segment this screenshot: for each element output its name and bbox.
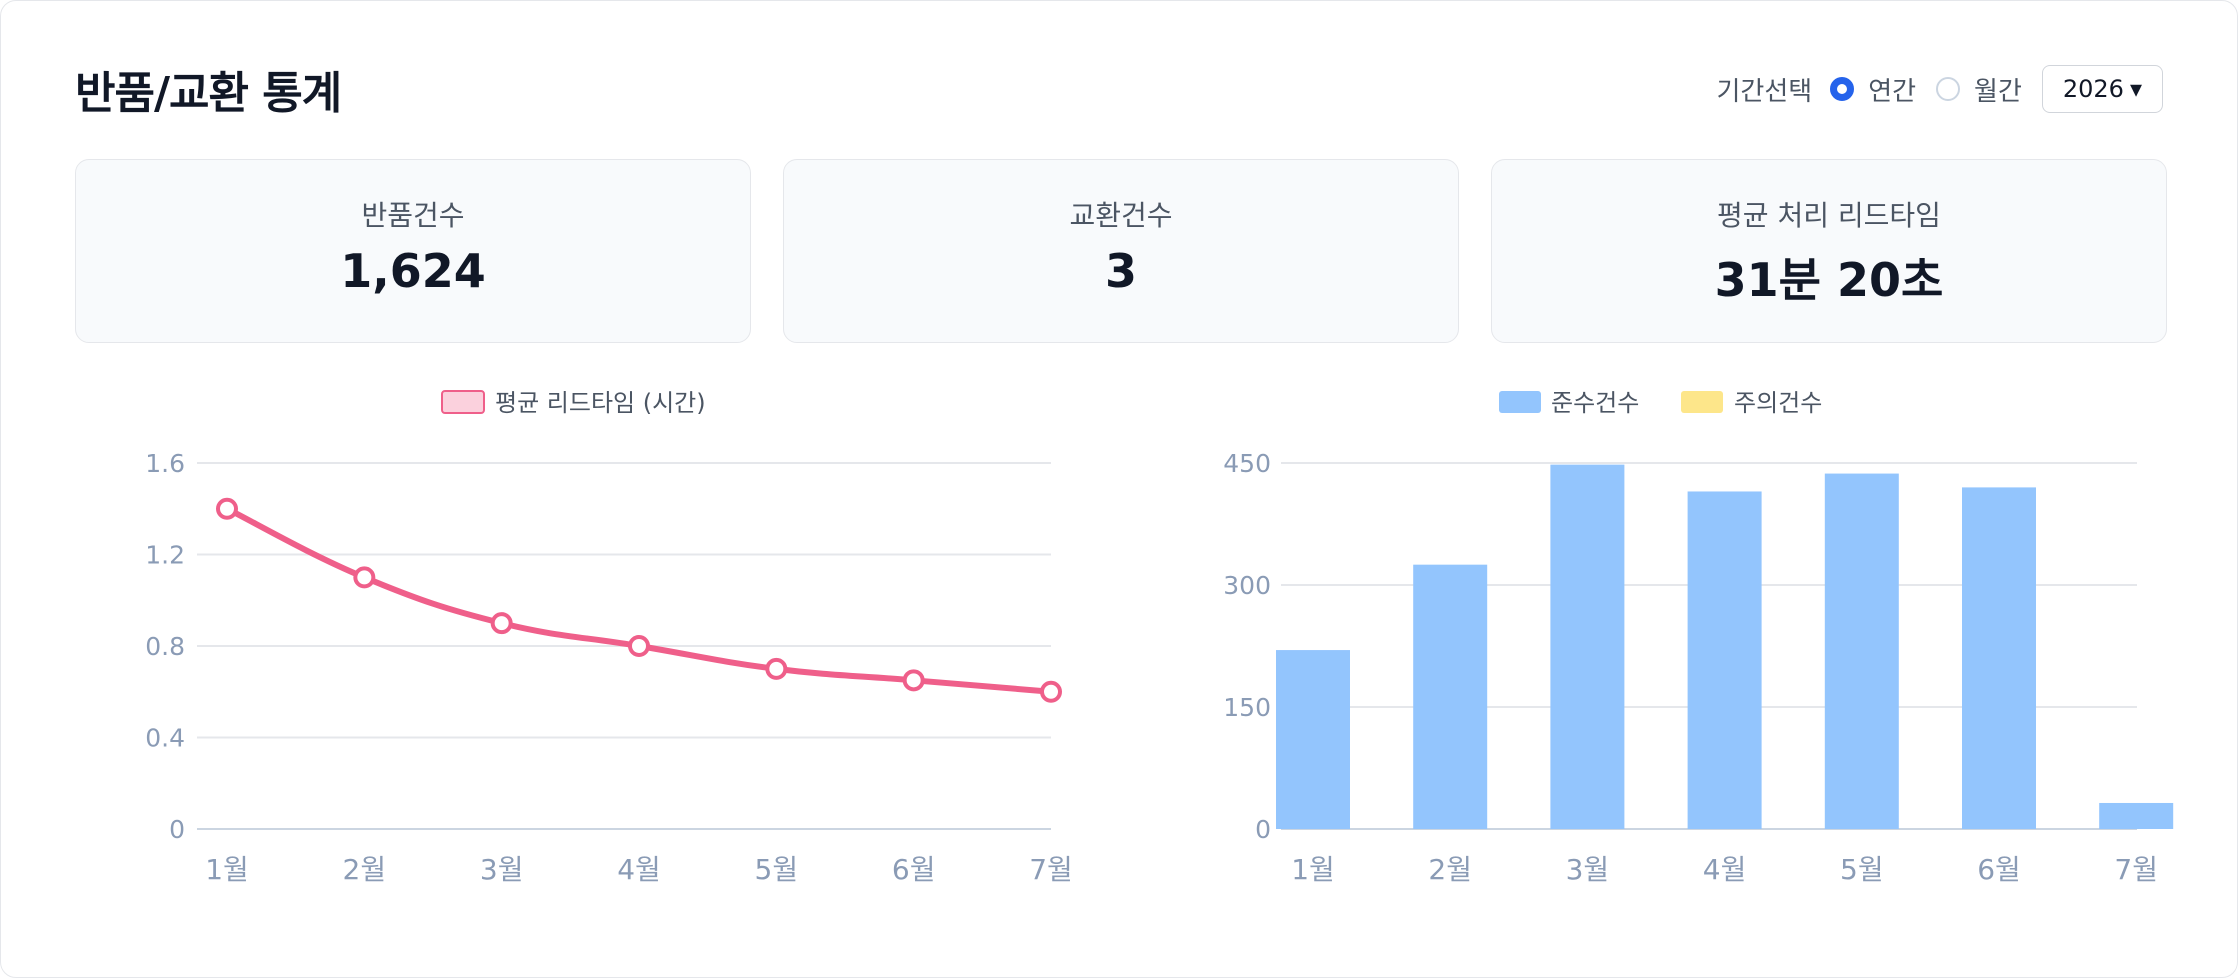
- y-tick-label: 300: [1223, 571, 1271, 600]
- x-tick-label: 5월: [1840, 853, 1884, 886]
- exchange-count-card: 교환건수 3: [783, 159, 1459, 343]
- exchange-count-label: 교환건수: [1069, 199, 1173, 232]
- x-tick-label: 6월: [892, 853, 936, 886]
- x-tick-label: 1월: [1291, 853, 1335, 886]
- line-legend: 평균 리드타임 (시간): [441, 389, 706, 417]
- legend-swatch-caution: [1681, 391, 1723, 413]
- compliance-bar-chart: 준수건수 주의건수 0 150 300 450 1월 2월 3월 4월 5월 6월 7월: [1223, 389, 2174, 886]
- period-option-yearly-label: 연간: [1868, 76, 1917, 107]
- legend-label-lead-time: 평균 리드타임 (시간): [495, 389, 706, 417]
- compliant-bar: [1413, 564, 1488, 829]
- period-label: 기간선택: [1716, 76, 1813, 107]
- y-tick-label: 1.2: [145, 541, 185, 570]
- y-tick-label: 150: [1223, 693, 1271, 722]
- lead-time-value: 31분 20초: [1714, 253, 1944, 307]
- x-tick-label: 3월: [480, 853, 524, 886]
- lead-time-point: [628, 635, 650, 657]
- return-count-label: 반품건수: [361, 199, 465, 232]
- legend-label-compliant: 준수건수: [1551, 389, 1639, 417]
- y-tick-label: 0: [169, 815, 185, 844]
- y-tick-label: 1.6: [145, 449, 185, 478]
- lead-time-label: 평균 처리 리드타임: [1717, 199, 1941, 232]
- legend-swatch-lead-time: [441, 390, 485, 414]
- lead-time-point: [765, 657, 788, 680]
- lead-time-point: [353, 566, 376, 589]
- compliant-bar: [1550, 464, 1625, 829]
- period-option-monthly[interactable]: 월간: [1936, 71, 2022, 108]
- return-count-value: 1,624: [340, 244, 486, 298]
- x-tick-label: 7월: [2114, 853, 2158, 886]
- lead-time-point: [216, 497, 238, 520]
- compliant-bar: [1824, 473, 1899, 829]
- x-tick-label: 7월: [1029, 853, 1073, 886]
- compliant-bar: [1276, 650, 1350, 829]
- x-tick-label: 1월: [205, 853, 249, 886]
- lead-time-line-chart: 평균 리드타임 (시간) 0 0.4 0.8 1.2 1.6 1월 2월 3월 4월 5월 6월 7월: [145, 389, 1073, 886]
- bar-legend: 준수건수 주의건수: [1499, 389, 1822, 417]
- lead-time-point: [490, 612, 513, 635]
- x-tick-label: 4월: [1703, 853, 1747, 886]
- legend-swatch-compliant: [1499, 391, 1541, 413]
- lead-time-card: 평균 처리 리드타임 31분 20초: [1491, 159, 2167, 343]
- compliant-bar: [2099, 802, 2174, 829]
- period-option-monthly-label: 월간: [1974, 76, 2022, 107]
- x-tick-label: 6월: [1977, 853, 2021, 886]
- year-select[interactable]: 2026 ▾: [2041, 65, 2163, 113]
- x-tick-label: 3월: [1566, 853, 1610, 886]
- year-select-value: 2026: [2062, 75, 2124, 103]
- lead-time-point: [1040, 680, 1062, 703]
- period-option-yearly[interactable]: 연간: [1830, 71, 1916, 108]
- radio-monthly[interactable]: [1936, 77, 1961, 101]
- exchange-count-value: 3: [1104, 244, 1137, 298]
- lead-time-line: [224, 505, 1054, 695]
- chevron-down-icon: ▾: [2129, 75, 2142, 103]
- legend-label-caution: 주의건수: [1734, 389, 1822, 417]
- compliant-bar: [1962, 487, 2036, 829]
- period-selector: 기간선택 연간 월간 2026 ▾: [1716, 65, 2163, 113]
- x-tick-label: 2월: [1428, 853, 1472, 886]
- y-tick-label: 0.8: [145, 632, 185, 661]
- summary-cards: 반품건수 1,624 교환건수 3 평균 처리 리드타임 31분 20초: [75, 159, 2167, 343]
- radio-yearly[interactable]: [1830, 77, 1855, 101]
- x-tick-label: 5월: [755, 853, 799, 886]
- compliant-bar: [1687, 491, 1762, 829]
- y-tick-label: 0: [1255, 815, 1271, 844]
- x-tick-label: 2월: [343, 853, 387, 886]
- x-tick-label: 4월: [617, 853, 661, 886]
- y-tick-label: 450: [1223, 449, 1271, 478]
- return-count-card: 반품건수 1,624: [75, 159, 751, 343]
- y-tick-label: 0.4: [145, 724, 185, 753]
- page-title: 반품/교환 통계: [75, 68, 342, 119]
- lead-time-point: [902, 669, 925, 692]
